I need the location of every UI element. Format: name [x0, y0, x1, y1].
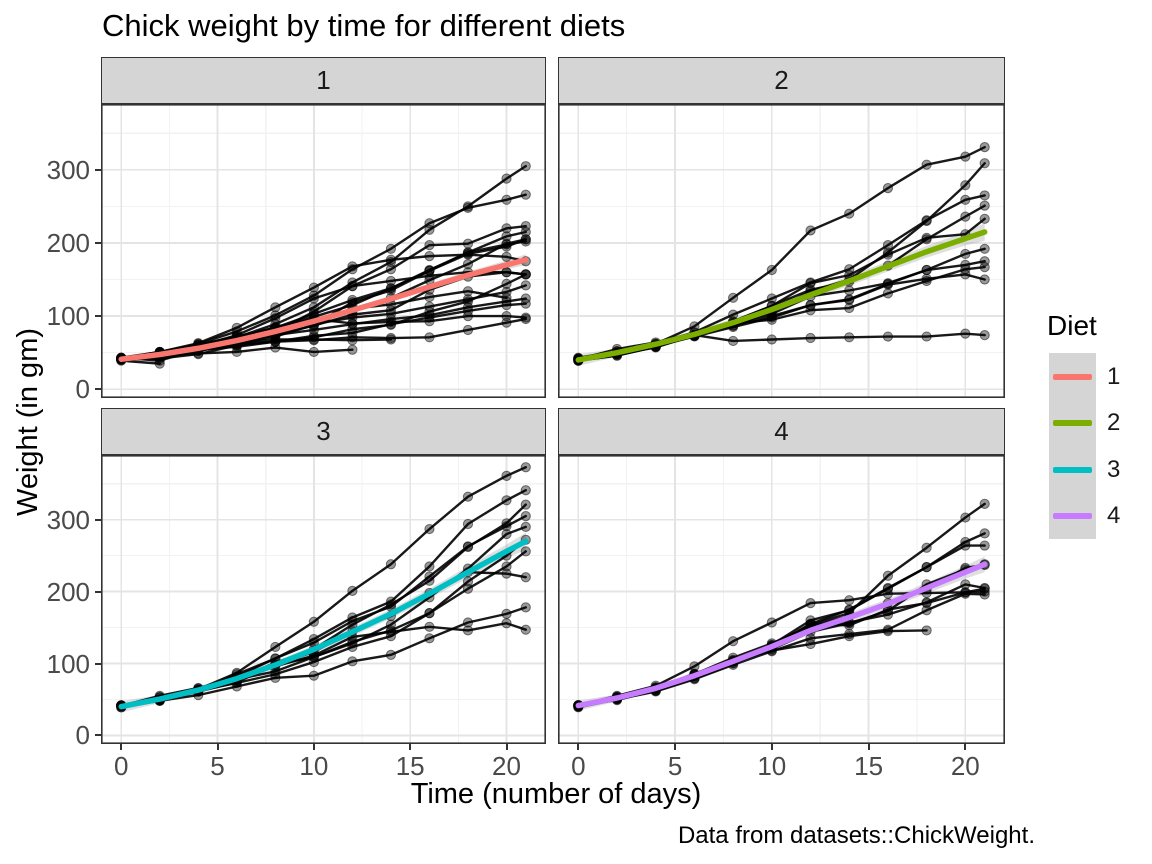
x-tick-label: 0 — [571, 751, 586, 781]
facet-strip-4: 4 — [558, 408, 1005, 455]
x-tick-label: 0 — [113, 751, 129, 781]
y-tick-mark — [95, 315, 101, 318]
x-tick-label: 10 — [299, 751, 329, 781]
x-tick-mark — [312, 744, 315, 750]
facet-panel-1 — [101, 104, 546, 398]
legend-label-diet-2: 2 — [1107, 409, 1121, 436]
y-tick-label: 300 — [46, 504, 90, 535]
facet-panel-3 — [101, 455, 546, 744]
legend-swatch-diet-1 — [1053, 374, 1092, 380]
x-tick-label: 10 — [757, 751, 787, 781]
y-tick-mark — [95, 388, 101, 391]
x-tick-mark — [964, 744, 967, 750]
legend-label-diet-3: 3 — [1107, 456, 1121, 483]
y-tick-mark — [95, 590, 101, 593]
caption: Data from datasets::ChickWeight. — [677, 822, 1035, 849]
x-tick-mark — [867, 744, 870, 750]
x-tick-mark — [770, 744, 773, 750]
y-tick-mark — [95, 734, 101, 737]
facet-panel-2 — [558, 104, 1005, 398]
legend-key-background — [1049, 353, 1096, 539]
x-tick-mark — [577, 744, 580, 750]
y-tick-label: 200 — [46, 576, 90, 607]
x-tick-mark — [120, 744, 123, 750]
facet-strip-1: 1 — [101, 57, 546, 104]
y-tick-mark — [95, 242, 101, 244]
legend-title: Diet — [1047, 310, 1097, 341]
x-tick-mark — [505, 744, 508, 750]
x-tick-mark — [216, 744, 219, 750]
y-tick-label: 300 — [46, 154, 90, 185]
legend-label-diet-4: 4 — [1107, 502, 1121, 529]
x-tick-mark — [674, 744, 677, 750]
facet-strip-label: 2 — [774, 65, 789, 95]
facet-strip-label: 1 — [316, 65, 331, 95]
legend-swatch-diet-3 — [1053, 467, 1092, 473]
x-tick-label: 5 — [210, 751, 225, 781]
legend-swatch-diet-2 — [1053, 420, 1092, 426]
facet-strip-2: 2 — [558, 57, 1005, 104]
facet-strip-label: 3 — [316, 416, 331, 446]
chart-title: Chick weight by time for different diets — [102, 8, 626, 43]
x-tick-label: 15 — [395, 751, 425, 781]
y-tick-label: 200 — [46, 228, 90, 258]
y-tick-label: 100 — [46, 301, 90, 332]
facet-strip-label: 4 — [774, 416, 789, 446]
legend-swatch-diet-4 — [1053, 513, 1092, 519]
x-axis-title: Time (number of days) — [410, 778, 702, 810]
y-tick-mark — [95, 518, 101, 521]
facet-panel-4 — [558, 455, 1005, 744]
y-tick-label: 0 — [75, 720, 90, 751]
x-tick-label: 5 — [667, 751, 683, 781]
y-tick-mark — [95, 662, 101, 665]
y-tick-label: 0 — [75, 374, 90, 405]
x-tick-label: 15 — [854, 751, 884, 781]
x-tick-label: 20 — [492, 751, 521, 781]
x-tick-label: 20 — [950, 751, 980, 781]
y-tick-mark — [95, 168, 101, 171]
facet-strip-3: 3 — [101, 408, 546, 455]
y-tick-label: 100 — [46, 648, 90, 679]
legend-label-diet-1: 1 — [1107, 363, 1121, 390]
x-tick-mark — [409, 744, 412, 750]
